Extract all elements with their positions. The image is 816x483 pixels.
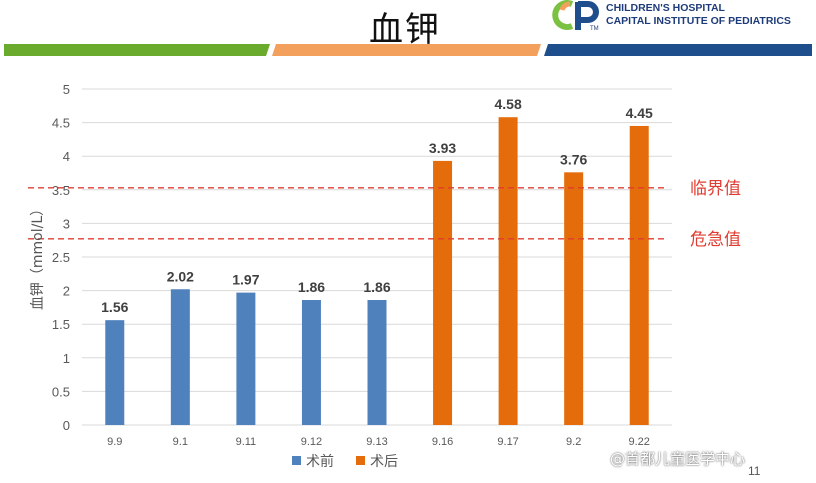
bar-pre bbox=[105, 320, 125, 425]
bar-pre bbox=[367, 300, 387, 425]
x-tick-label: 9.2 bbox=[566, 436, 581, 448]
header-color-bands bbox=[4, 44, 812, 56]
watermark: @首都儿童医学中心 bbox=[610, 450, 746, 468]
y-tick-label: 4 bbox=[63, 149, 70, 164]
logo-text-line1: CHILDREN'S HOSPITAL bbox=[606, 2, 725, 14]
data-labels: 1.56 2.02 1.97 1.86 1.86 3.93 4.58 3.76 4.45 bbox=[101, 96, 653, 315]
data-label: 1.56 bbox=[101, 299, 128, 315]
band-blue bbox=[544, 44, 812, 56]
bar-post bbox=[498, 117, 518, 425]
y-tick-label: 1 bbox=[63, 351, 70, 366]
y-tick-label: 4.5 bbox=[52, 116, 70, 131]
logo-mark-icon: TM bbox=[552, 0, 599, 32]
data-label: 2.02 bbox=[167, 268, 194, 284]
bar-post bbox=[433, 160, 453, 426]
logo-tm: TM bbox=[590, 26, 599, 32]
bar-pre bbox=[301, 300, 321, 425]
legend-label: 术后 bbox=[370, 454, 398, 470]
logo-text-line2: CAPITAL INSTITUTE OF PEDIATRICS bbox=[606, 15, 791, 27]
data-label: 3.93 bbox=[429, 140, 456, 156]
legend-swatch bbox=[292, 456, 301, 465]
y-tick-labels: 0 0.5 1 1.5 2 2.5 3 3.5 4 4.5 5 bbox=[52, 82, 70, 433]
bar-post bbox=[629, 125, 649, 426]
x-tick-label: 9.16 bbox=[432, 436, 453, 448]
bar-post bbox=[564, 172, 584, 425]
hospital-logo: TM CHILDREN'S HOSPITAL CAPITAL INSTITUTE… bbox=[548, 0, 816, 34]
data-label: 3.76 bbox=[560, 151, 587, 167]
data-label: 1.86 bbox=[298, 279, 325, 295]
x-tick-label: 9.13 bbox=[366, 436, 387, 448]
data-label: 4.58 bbox=[494, 96, 521, 112]
x-tick-label: 9.17 bbox=[497, 436, 518, 448]
reference-line-label: 临界值 bbox=[690, 179, 741, 199]
x-tick-label: 9.9 bbox=[107, 436, 122, 448]
x-tick-label: 9.11 bbox=[236, 436, 257, 448]
page-number: 11 bbox=[748, 464, 761, 478]
y-tick-label: 3 bbox=[63, 216, 70, 231]
data-label: 1.86 bbox=[363, 279, 390, 295]
legend-label: 术前 bbox=[306, 453, 334, 470]
y-tick-label: 5 bbox=[63, 82, 70, 97]
page-title: 血钾 bbox=[369, 10, 441, 50]
legend: 术前 术后 bbox=[292, 453, 398, 470]
bar-pre bbox=[236, 292, 256, 425]
y-tick-label: 2 bbox=[63, 284, 70, 299]
band-green bbox=[4, 44, 270, 56]
y-axis-label: 血钾（mmol/L） bbox=[30, 202, 46, 310]
y-tick-label: 3.5 bbox=[52, 183, 70, 198]
x-tick-label: 9.12 bbox=[301, 436, 322, 448]
data-label: 4.45 bbox=[626, 105, 653, 121]
y-tick-label: 0 bbox=[63, 418, 70, 433]
bar-pre bbox=[170, 289, 190, 425]
y-tick-label: 0.5 bbox=[52, 384, 70, 399]
bars bbox=[105, 117, 649, 426]
band-orange bbox=[272, 44, 541, 56]
legend-swatch bbox=[356, 456, 365, 465]
y-tick-label: 1.5 bbox=[52, 317, 70, 332]
x-tick-label: 9.1 bbox=[173, 436, 188, 448]
reference-line-label: 危急值 bbox=[690, 230, 741, 250]
data-label: 1.97 bbox=[232, 272, 259, 288]
x-tick-labels: 9.9 9.1 9.11 9.12 9.13 9.16 9.17 9.2 9.22 bbox=[107, 436, 650, 448]
y-tick-label: 2.5 bbox=[52, 250, 70, 265]
x-tick-label: 9.22 bbox=[629, 436, 650, 448]
